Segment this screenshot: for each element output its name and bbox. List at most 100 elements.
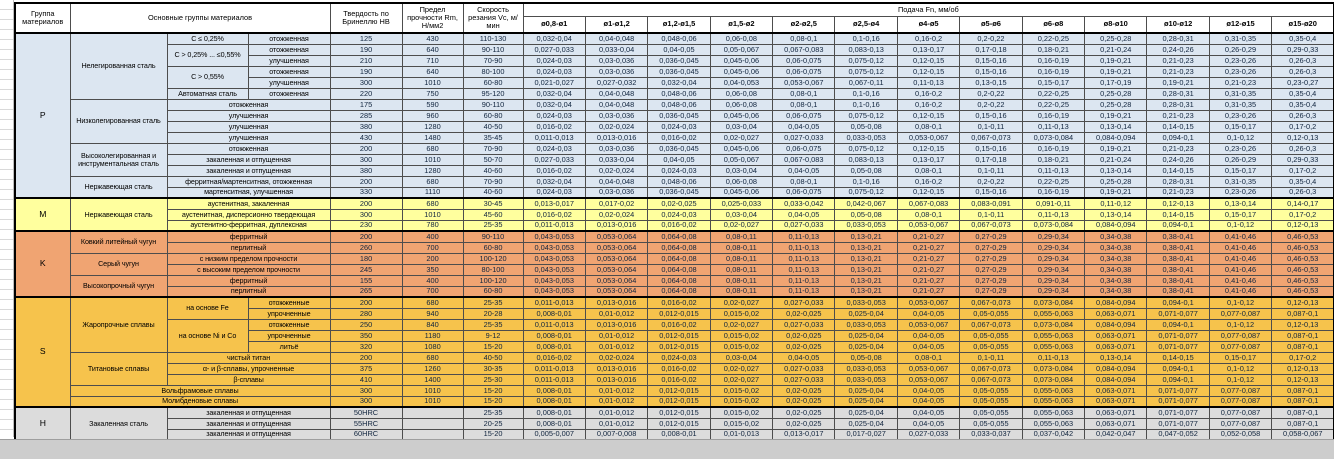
feed-cell[interactable]: 0,091-0,11 [1021,197,1086,210]
feed-cell[interactable]: 0,12-0,13 [1146,197,1210,210]
strength-cell[interactable]: 960 [401,109,464,122]
feed-cell[interactable]: 0,013-0,016 [584,362,649,375]
feed-cell[interactable]: 0,1-0,11 [959,351,1023,364]
feed-cell[interactable]: 0,41-0,46 [1208,230,1273,243]
feed-cell[interactable]: 0,043-0,053 [522,285,586,298]
feed-cell[interactable]: 0,048-0,06 [647,175,711,188]
feed-cell[interactable]: 0,036-0,045 [647,142,711,155]
feed-cell[interactable]: 0,036-0,045 [647,65,711,78]
feed-cell[interactable]: 0,29-0,34 [1021,263,1086,276]
feed-cell[interactable]: 0,032-0,04 [522,98,586,111]
feed-cell[interactable]: 0,1-0,11 [959,164,1023,177]
feed-cell[interactable]: 0,053-0,064 [584,241,649,254]
material-cell[interactable]: мартенситная, улучшенная [166,186,331,199]
feed-cell[interactable]: 0,016-0,02 [522,120,586,133]
material-cell[interactable]: чистый титан [166,351,331,364]
feed-cell[interactable]: 0,008-0,01 [522,417,586,430]
feed-cell[interactable]: 0,016-0,02 [522,164,586,177]
feed-cell[interactable]: 0,02-0,027 [709,296,774,309]
material-cell[interactable]: отожженная [247,43,331,56]
feed-cell[interactable]: 0,042-0,047 [1084,428,1148,441]
cutting-speed-cell[interactable]: 80-100 [462,263,524,276]
feed-cell[interactable]: 0,05-0,055 [959,340,1023,353]
feed-cell[interactable]: 0,01-0,012 [584,395,649,408]
strength-cell[interactable]: 1010 [401,384,464,397]
strength-cell[interactable]: 400 [401,230,464,243]
material-cell[interactable]: с высоким пределом прочности [166,263,331,276]
feed-cell[interactable]: 0,094-0,1 [1146,373,1210,386]
header-hardness[interactable]: Твердость по Бринеллю HB [329,2,403,34]
feed-cell[interactable]: 0,1-0,16 [834,32,898,45]
material-cell[interactable]: ферритный [166,230,331,243]
feed-cell[interactable]: 0,28-0,31 [1146,87,1210,100]
feed-cell[interactable]: 0,18-0,21 [1021,43,1086,56]
hardness-cell[interactable]: 200 [329,296,403,309]
feed-cell[interactable]: 0,045-0,06 [709,142,774,155]
feed-cell[interactable]: 0,053-0,067 [896,318,961,331]
feed-cell[interactable]: 0,012-0,015 [647,329,711,342]
feed-cell[interactable]: 0,024-0,03 [522,186,586,199]
material-cell[interactable]: отожженная [247,87,331,100]
cutting-speed-cell[interactable]: 60-80 [462,241,524,254]
feed-cell[interactable]: 0,17-0,18 [959,153,1023,166]
feed-cell[interactable]: 0,055-0,063 [1021,384,1086,397]
feed-cell[interactable]: 0,13-0,14 [1084,120,1148,133]
hardness-cell[interactable]: 430 [329,131,403,144]
material-cell[interactable]: Высокопрочный чугун [69,274,168,298]
feed-cell[interactable]: 0,063-0,071 [1084,340,1148,353]
feed-cell[interactable]: 0,067-0,073 [959,362,1023,375]
feed-cell[interactable]: 0,29-0,34 [1021,252,1086,265]
hardness-cell[interactable]: 375 [329,362,403,375]
cutting-speed-cell[interactable]: 25-35 [462,219,524,232]
feed-cell[interactable]: 0,04-0,05 [896,340,961,353]
feed-cell[interactable]: 0,13-0,15 [959,76,1023,89]
feed-cell[interactable]: 0,011-0,013 [522,131,586,144]
feed-cell[interactable]: 0,05-0,08 [834,164,898,177]
material-cell[interactable]: Закаленная сталь [69,406,168,441]
feed-cell[interactable]: 0,08-0,11 [709,285,774,298]
feed-cell[interactable]: 0,15-0,16 [959,186,1023,199]
feed-cell[interactable]: 0,13-0,17 [896,43,961,56]
feed-cell[interactable]: 0,13-0,14 [1084,164,1148,177]
feed-cell[interactable]: 0,2-0,22 [959,98,1023,111]
feed-cell[interactable]: 0,013-0,016 [584,296,649,309]
strength-cell[interactable]: 1180 [401,329,464,342]
feed-cell[interactable]: 0,016-0,02 [647,219,711,232]
feed-cell[interactable]: 0,075-0,12 [834,186,898,199]
material-cell[interactable]: упрочненные [247,329,331,342]
feed-cell[interactable]: 0,04-0,05 [772,164,836,177]
feed-cell[interactable]: 0,15-0,16 [959,109,1023,122]
feed-cell[interactable]: 0,12-0,13 [1271,296,1334,309]
feed-cell[interactable]: 0,083-0,091 [959,197,1023,210]
feed-cell[interactable]: 0,053-0,067 [896,131,961,144]
feed-col-header[interactable]: ø5-ø6 [959,15,1023,34]
feed-cell[interactable]: 0,14-0,15 [1146,351,1210,364]
feed-cell[interactable]: 0,015-0,02 [709,417,774,430]
material-cell[interactable]: перлитный [166,241,331,254]
feed-cell[interactable]: 0,012-0,015 [647,406,711,419]
cutting-speed-cell[interactable]: 70-90 [462,142,524,155]
cutting-speed-cell[interactable]: 30-45 [462,197,524,210]
feed-cell[interactable]: 0,21-0,23 [1146,54,1210,67]
feed-col-header[interactable]: ø2,5-ø4 [834,15,898,34]
hardness-cell[interactable]: 245 [329,263,403,276]
material-cell[interactable]: Серый чугун [69,252,168,276]
feed-cell[interactable]: 0,26-0,3 [1271,186,1334,199]
feed-cell[interactable]: 0,02-0,024 [584,164,649,177]
feed-cell[interactable]: 0,094-0,1 [1146,296,1210,309]
hardness-cell[interactable]: 300 [329,384,403,397]
feed-cell[interactable]: 0,067-0,083 [772,153,836,166]
feed-cell[interactable]: 0,23-0,26 [1208,186,1273,199]
feed-cell[interactable]: 0,29-0,33 [1271,153,1334,166]
feed-cell[interactable]: 0,05-0,067 [709,153,774,166]
feed-col-header[interactable]: ø4-ø5 [896,15,961,34]
feed-cell[interactable]: 0,077-0,087 [1208,395,1273,408]
strength-cell[interactable]: 750 [401,87,464,100]
feed-cell[interactable]: 0,015-0,02 [709,307,774,320]
feed-cell[interactable]: 0,036-0,045 [647,54,711,67]
hardness-cell[interactable]: 300 [329,153,403,166]
feed-cell[interactable]: 0,08-0,1 [772,32,836,45]
strength-cell[interactable]: 640 [401,65,464,78]
hardness-cell[interactable]: 55HRC [329,417,403,430]
strength-cell[interactable]: 1010 [401,153,464,166]
